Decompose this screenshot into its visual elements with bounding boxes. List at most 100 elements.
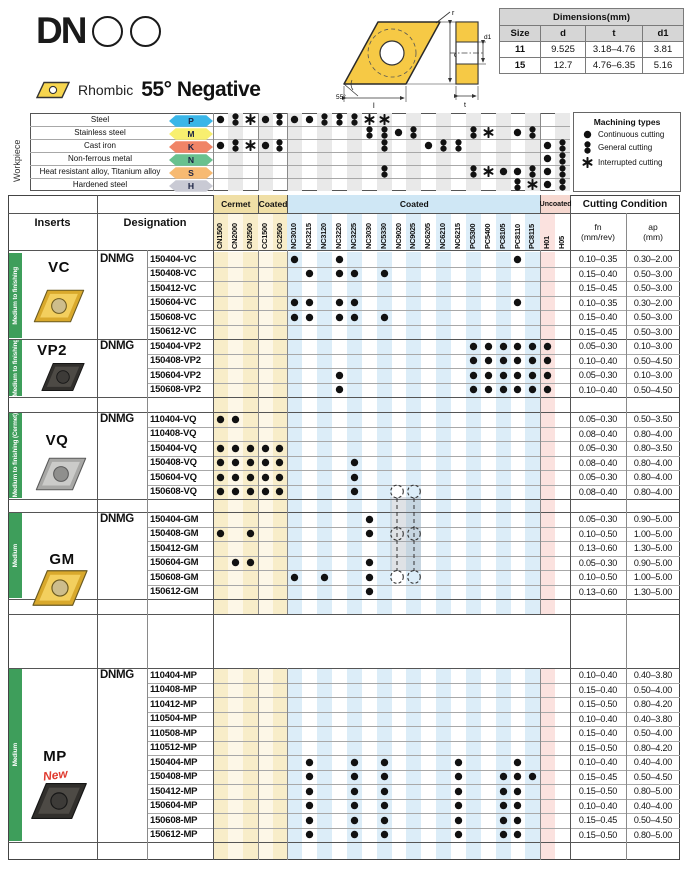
column-stripe [287,213,303,250]
grid-line [147,827,680,829]
grade-group-header: Coated [257,195,287,213]
fn-value: 0.05–0.30 [578,472,618,483]
legend-item-label: Continuous cutting [598,129,665,139]
fn-value: 0.15–0.50 [578,829,618,840]
continuous-cutting-icon [287,113,302,126]
column-stripe [272,599,288,614]
continuous-cutting-icon [496,368,511,383]
continuous-cutting-icon [347,470,362,485]
column-stripe [242,397,258,412]
continuous-cutting-icon [302,828,317,843]
interrupted-cutting-icon [481,126,496,139]
continuous-cutting-icon [362,512,377,527]
column-stripe [436,113,451,126]
fn-value: 0.13–0.60 [578,586,618,597]
continuous-cutting-icon [451,755,466,770]
grade-column-label: PC8115 [527,224,537,249]
continuous-cutting-icon [258,113,273,126]
continuous-cutting-icon [525,354,540,369]
grid-line [8,213,680,214]
general-cutting-icon [466,165,481,178]
designation-code: 150412-MP [150,785,198,797]
designation-code: 110412-MP [150,698,197,710]
continuous-cutting-icon [540,354,555,369]
grid-line [287,250,289,614]
designation-code: 110512-MP [150,742,197,754]
designation-code: 150404-VC [150,253,197,265]
grade-group-header: Uncoated [540,195,572,213]
column-stripe [376,842,392,860]
continuous-cutting-icon [302,113,317,126]
continuous-cutting-icon [347,267,362,282]
general-cutting-icon [451,139,466,152]
ap-value: 1.00–5.00 [633,572,673,583]
grade-column-label: PC8110 [512,224,522,249]
grid-line [213,113,214,191]
grid-line [147,470,680,471]
column-stripe [525,139,541,152]
grid-line [257,668,259,860]
designation-code: 150604-VQ [150,471,197,483]
column-stripe [257,213,273,250]
continuous-cutting-icon [347,485,362,500]
column-stripe [495,113,511,126]
column-stripe [436,152,451,165]
legend-item-label: Interrupted cutting [598,157,663,167]
designation-code: 150408-MP [150,771,198,783]
column-stripe [465,599,481,614]
grade-column-label: NC3225 [348,223,358,249]
continuous-cutting-icon [213,441,228,456]
continuous-cutting-icon [213,527,228,542]
continuous-cutting-icon [511,813,526,828]
ap-value: 0.80–4.00 [633,486,673,497]
grid-line [540,250,542,614]
general-cutting-icon [582,141,593,154]
continuous-cutting-icon [525,368,540,383]
column-stripe [227,165,243,178]
continuous-cutting-icon [347,755,362,770]
continuous-cutting-icon [332,296,347,311]
continuous-cutting-icon [228,485,243,500]
fn-value: 0.15–0.45 [578,815,618,826]
column-stripe [465,139,481,152]
column-stripe [376,152,392,165]
column-stripe [242,599,258,614]
continuous-cutting-icon [258,456,273,471]
continuous-cutting-icon [273,456,288,471]
grid-line [147,740,680,742]
grid-line [8,668,680,669]
ap-value: 0.80–5.00 [633,829,673,840]
ap-value: 0.40–3.80 [633,713,673,724]
material-label: Stainless steel [74,128,126,137]
application-sideband: Medium to finishing [9,253,22,338]
ap-value: 0.50–3.50 [633,414,673,425]
column-stripe [406,842,422,860]
continuous-cutting-icon [511,165,526,178]
machining-types-legend: Machining types Continuous cutting Genera… [573,112,681,192]
designation-code: 150408-GM [150,528,199,540]
continuous-cutting-icon [511,383,526,398]
grid-line [147,697,680,698]
column-stripe [287,178,303,191]
grade-group-header: Cermet [213,195,258,213]
grid-line [147,310,680,311]
column-stripe [555,113,570,126]
column-stripe [346,599,362,614]
fn-header: fn (mm/rev) [570,213,626,250]
continuous-cutting-icon [540,339,555,354]
grid-line [540,668,542,860]
grid-line [147,368,680,369]
continuous-cutting-icon [347,456,362,471]
column-stripe [540,397,556,412]
material-code-badge: N [169,153,213,166]
grade-column-label: CN1500 [215,223,224,249]
designation-code: 150604-VC [150,297,197,309]
column-stripe [465,499,481,512]
continuous-cutting-icon [511,755,526,770]
ap-value: 0.40–4.00 [633,800,673,811]
continuous-cutting-icon [243,470,258,485]
ap-value: 0.40–3.80 [633,670,673,681]
size-value: 15 [499,57,541,74]
label-t: t [464,102,466,109]
grade-column-label: NC5330 [378,223,388,249]
